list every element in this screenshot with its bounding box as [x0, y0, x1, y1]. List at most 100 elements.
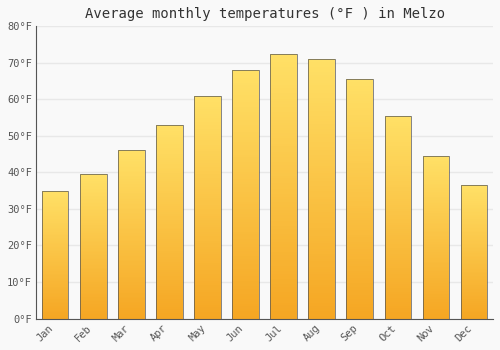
Bar: [194, 267, 221, 270]
Bar: [308, 194, 335, 197]
Bar: [270, 112, 297, 114]
Bar: [308, 300, 335, 303]
Bar: [308, 207, 335, 210]
Bar: [232, 309, 259, 311]
Bar: [80, 180, 106, 181]
Bar: [232, 142, 259, 145]
Bar: [118, 223, 144, 224]
Bar: [118, 161, 144, 162]
Bar: [194, 160, 221, 162]
Bar: [422, 159, 450, 161]
Bar: [422, 314, 450, 315]
Bar: [308, 163, 335, 166]
Bar: [460, 195, 487, 196]
Bar: [156, 125, 182, 318]
Bar: [156, 140, 182, 142]
Bar: [118, 300, 144, 302]
Bar: [384, 211, 411, 213]
Bar: [422, 215, 450, 216]
Bar: [384, 227, 411, 229]
Bar: [232, 182, 259, 184]
Bar: [232, 132, 259, 135]
Bar: [460, 188, 487, 189]
Bar: [346, 316, 373, 318]
Bar: [118, 226, 144, 228]
Bar: [460, 257, 487, 259]
Bar: [194, 252, 221, 254]
Bar: [80, 264, 106, 265]
Bar: [118, 233, 144, 234]
Bar: [80, 294, 106, 295]
Bar: [346, 98, 373, 101]
Bar: [308, 269, 335, 272]
Bar: [42, 207, 68, 209]
Bar: [422, 193, 450, 195]
Bar: [42, 218, 68, 219]
Bar: [308, 293, 335, 295]
Bar: [422, 170, 450, 172]
Bar: [118, 253, 144, 255]
Bar: [460, 259, 487, 260]
Bar: [194, 310, 221, 312]
Bar: [460, 268, 487, 269]
Bar: [42, 251, 68, 252]
Bar: [80, 284, 106, 285]
Bar: [156, 216, 182, 218]
Bar: [42, 222, 68, 223]
Bar: [422, 156, 450, 158]
Bar: [346, 196, 373, 199]
Bar: [80, 316, 106, 317]
Bar: [42, 267, 68, 269]
Bar: [118, 166, 144, 167]
Bar: [42, 278, 68, 279]
Bar: [422, 270, 450, 271]
Bar: [156, 249, 182, 251]
Bar: [118, 290, 144, 292]
Bar: [118, 307, 144, 308]
Bar: [422, 161, 450, 162]
Bar: [232, 249, 259, 252]
Bar: [194, 218, 221, 220]
Bar: [80, 222, 106, 223]
Bar: [118, 243, 144, 245]
Bar: [422, 312, 450, 314]
Bar: [460, 309, 487, 310]
Bar: [308, 238, 335, 241]
Bar: [422, 278, 450, 280]
Bar: [308, 142, 335, 145]
Bar: [384, 128, 411, 130]
Bar: [42, 258, 68, 260]
Bar: [42, 302, 68, 303]
Bar: [308, 280, 335, 282]
Bar: [156, 317, 182, 318]
Bar: [270, 133, 297, 136]
Bar: [384, 140, 411, 142]
Bar: [80, 220, 106, 222]
Bar: [232, 311, 259, 314]
Bar: [346, 287, 373, 290]
Bar: [384, 154, 411, 156]
Bar: [384, 304, 411, 306]
Bar: [118, 193, 144, 194]
Bar: [422, 280, 450, 281]
Bar: [194, 172, 221, 174]
Bar: [118, 248, 144, 250]
Bar: [422, 255, 450, 257]
Bar: [308, 217, 335, 220]
Bar: [194, 158, 221, 160]
Bar: [80, 257, 106, 258]
Bar: [156, 239, 182, 241]
Bar: [308, 197, 335, 199]
Bar: [346, 309, 373, 312]
Bar: [346, 206, 373, 209]
Bar: [460, 228, 487, 229]
Bar: [422, 180, 450, 182]
Bar: [156, 264, 182, 266]
Bar: [308, 261, 335, 264]
Bar: [308, 290, 335, 293]
Bar: [270, 139, 297, 141]
Bar: [156, 125, 182, 127]
Bar: [308, 147, 335, 150]
Bar: [156, 311, 182, 313]
Bar: [346, 149, 373, 151]
